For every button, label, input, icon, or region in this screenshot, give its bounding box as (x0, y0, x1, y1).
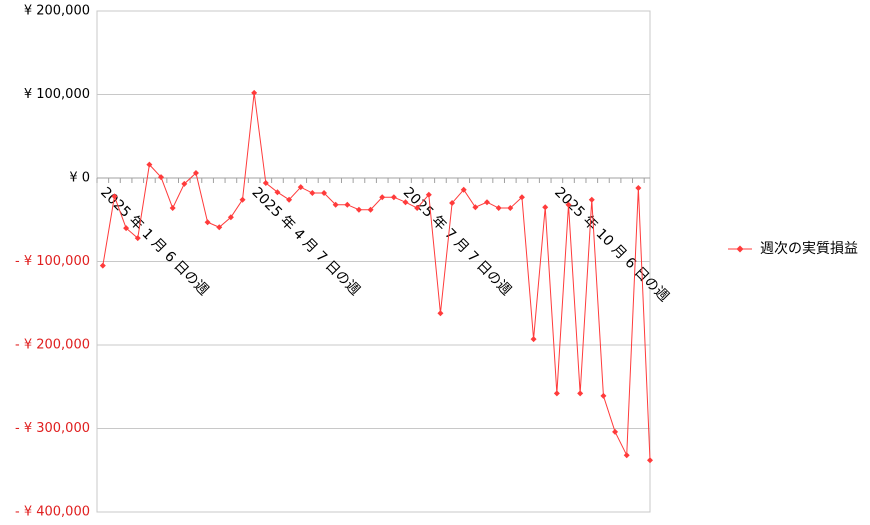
point (239, 196, 246, 203)
point (600, 392, 607, 399)
point (379, 194, 386, 201)
point (251, 89, 258, 96)
point (565, 201, 572, 208)
point (286, 196, 293, 203)
point (507, 205, 514, 212)
x-tick-label: 2025 年 1 月 6 日の週 (97, 184, 211, 298)
point (472, 204, 479, 211)
point (274, 189, 281, 196)
point (647, 457, 653, 464)
y-tick-label: - ¥ 300,000 (15, 421, 90, 436)
point (367, 206, 374, 213)
point (530, 336, 537, 343)
point (402, 199, 409, 206)
point (588, 196, 595, 203)
point (99, 262, 106, 269)
point (169, 205, 176, 212)
point (227, 214, 234, 221)
legend-marker (736, 245, 744, 253)
point (495, 205, 502, 212)
point (449, 200, 456, 207)
point (390, 194, 397, 201)
y-tick-label: ¥ 200,000 (24, 4, 90, 19)
point (623, 452, 630, 459)
point (192, 169, 199, 176)
point (414, 205, 421, 212)
y-tick-label: - ¥ 100,000 (15, 254, 90, 269)
point (612, 428, 619, 435)
y-tick-label: - ¥ 400,000 (15, 505, 90, 520)
y-tick-label: ¥ 100,000 (24, 87, 90, 102)
x-tick-label: 2025 年 4 月 7 日の週 (249, 184, 363, 298)
point (484, 199, 491, 206)
point (425, 191, 432, 198)
point (437, 310, 444, 317)
point (577, 390, 584, 397)
point (553, 390, 560, 397)
x-tick-label: 2025 年 10 月 6 日の週 (551, 184, 672, 305)
point (635, 185, 642, 192)
legend-label: 週次の実質損益 (760, 241, 858, 257)
point (297, 184, 304, 191)
y-tick-label: ¥ 0 (69, 171, 90, 186)
point (134, 235, 141, 242)
point (216, 224, 223, 231)
point (146, 161, 153, 168)
point (158, 174, 165, 181)
point (309, 190, 316, 197)
x-tick-label: 2025 年 7 月 7 日の週 (400, 184, 514, 298)
point (181, 180, 188, 187)
series-line (102, 92, 651, 461)
point (111, 193, 118, 200)
point (518, 194, 525, 201)
point (321, 190, 328, 197)
y-tick-label: - ¥ 200,000 (15, 338, 90, 353)
point (355, 206, 362, 213)
point (123, 225, 130, 232)
point (542, 204, 549, 211)
point (262, 180, 269, 187)
point (344, 201, 351, 208)
point (460, 186, 467, 193)
point (332, 201, 339, 208)
point (204, 219, 211, 226)
